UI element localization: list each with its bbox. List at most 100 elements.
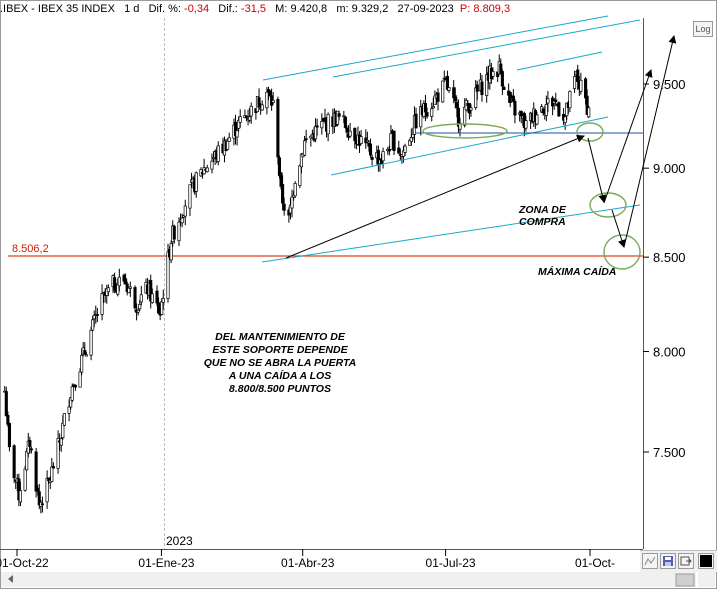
candle-body — [128, 286, 132, 289]
candle-body — [56, 438, 60, 469]
candle-body — [161, 297, 165, 303]
candle-body — [281, 184, 285, 204]
candle-body — [84, 354, 88, 357]
annotation-note-line-4: A UNA CAÍDA A LOS — [228, 369, 331, 382]
annotation-note-line-3: QUE NO SE ABRA LA PUERTA — [204, 357, 356, 369]
save-icon[interactable] — [660, 553, 676, 569]
y-tick-label: 8.500 — [653, 250, 686, 265]
candle-body — [59, 438, 63, 446]
candle-body — [216, 145, 220, 162]
candle-body — [397, 147, 401, 154]
color-picker-icon[interactable] — [698, 553, 714, 569]
candle-body — [29, 448, 33, 451]
upper-channel-line-2 — [332, 19, 641, 78]
candle-body — [276, 99, 280, 158]
log-scale-button[interactable]: Log — [693, 21, 713, 37]
candles-layer — [3, 54, 591, 514]
export-icon[interactable] — [678, 553, 694, 569]
candle-body — [12, 445, 16, 479]
scrollbar-track[interactable] — [1, 572, 696, 587]
candle-body — [337, 113, 341, 117]
candle-body — [584, 78, 588, 99]
period-label: 1 d — [124, 3, 140, 15]
candle-body — [150, 293, 154, 303]
candle-body — [271, 100, 275, 103]
candle-body — [91, 319, 95, 331]
candle-body — [326, 113, 330, 135]
candle-body — [34, 451, 38, 492]
candle-body — [554, 99, 558, 103]
candle-body — [277, 157, 282, 176]
candle-body — [260, 104, 264, 111]
x-tick-label: 01-Oct-22 — [0, 556, 49, 570]
candle-body — [409, 136, 413, 142]
candle-body — [89, 329, 93, 356]
candle-body — [61, 422, 65, 439]
upper-channel-line — [262, 15, 609, 81]
price-label: P: — [459, 3, 471, 15]
candle-body — [511, 95, 515, 102]
candle-body — [169, 243, 173, 261]
lower-channel-line — [330, 116, 609, 176]
candle-body — [524, 120, 528, 129]
chart-style-icon[interactable] — [642, 553, 658, 569]
candle-body — [155, 290, 159, 304]
candle-body — [335, 110, 340, 125]
candle-body — [508, 92, 512, 104]
support-level-label: 8.506,2 — [12, 243, 49, 255]
x-tick-label: 01-Ene-23 — [138, 556, 194, 570]
x-tick-label: 01-Abr-23 — [281, 556, 335, 570]
candle-body — [50, 466, 54, 482]
candle-body — [513, 101, 517, 116]
candle-body — [303, 140, 307, 156]
candle-body — [268, 90, 272, 97]
pointer-arrow — [285, 134, 585, 259]
candle-body — [37, 491, 41, 506]
change-value: -31,5 — [240, 3, 266, 15]
x-tick-label: 01-Jul-23 — [426, 556, 476, 570]
candle-body — [342, 115, 346, 118]
candle-body — [293, 183, 297, 197]
y-tick-label: 7.500 — [653, 445, 686, 460]
candle-body — [25, 451, 29, 471]
scenario-arrow-2 — [603, 69, 653, 204]
candle-body — [541, 108, 545, 114]
candle-body — [544, 104, 548, 116]
candle-body — [441, 80, 445, 103]
candle-body — [453, 95, 457, 102]
support-zone-ellipse — [422, 123, 508, 139]
candle-body — [235, 130, 239, 138]
scrollbar-thumb[interactable] — [675, 573, 695, 587]
candle-body — [419, 106, 423, 128]
annotation-note-line-5: 8.800/8.500 PUNTOS — [229, 383, 331, 395]
candle-body — [381, 151, 385, 162]
date-value: 27-09-2023 — [397, 3, 454, 15]
candle-body — [370, 156, 374, 160]
x-tick-label: 01-Oct- — [575, 556, 615, 570]
symbol-label: .IBEX - IBEX 35 INDEX — [0, 3, 115, 15]
candle-body — [70, 386, 74, 401]
scrollbar-corner — [698, 572, 715, 587]
candle-body — [166, 251, 170, 299]
candle-body — [353, 127, 357, 141]
candle-body — [315, 125, 319, 128]
candle-body — [345, 127, 349, 133]
annotation-zona-de: ZONA DE — [518, 204, 567, 216]
candle-body — [314, 125, 318, 140]
candle-body — [463, 106, 467, 126]
candle-body — [138, 303, 142, 310]
candle-body — [177, 221, 181, 242]
candle-body — [491, 71, 495, 77]
candle-body — [95, 314, 99, 316]
candle-body — [28, 440, 32, 447]
candle-body — [456, 107, 460, 127]
candle-body — [238, 116, 242, 123]
candle-body — [455, 101, 459, 109]
scroll-left-icon[interactable] — [8, 575, 13, 583]
x-axis: 01-Oct-22 01-Ene-23 01-Abr-23 01-Jul-23 01-O… — [0, 549, 615, 570]
candle-body — [499, 63, 503, 74]
candle-body — [423, 103, 428, 113]
high-label: M: — [275, 3, 288, 15]
candle-body — [7, 423, 11, 448]
